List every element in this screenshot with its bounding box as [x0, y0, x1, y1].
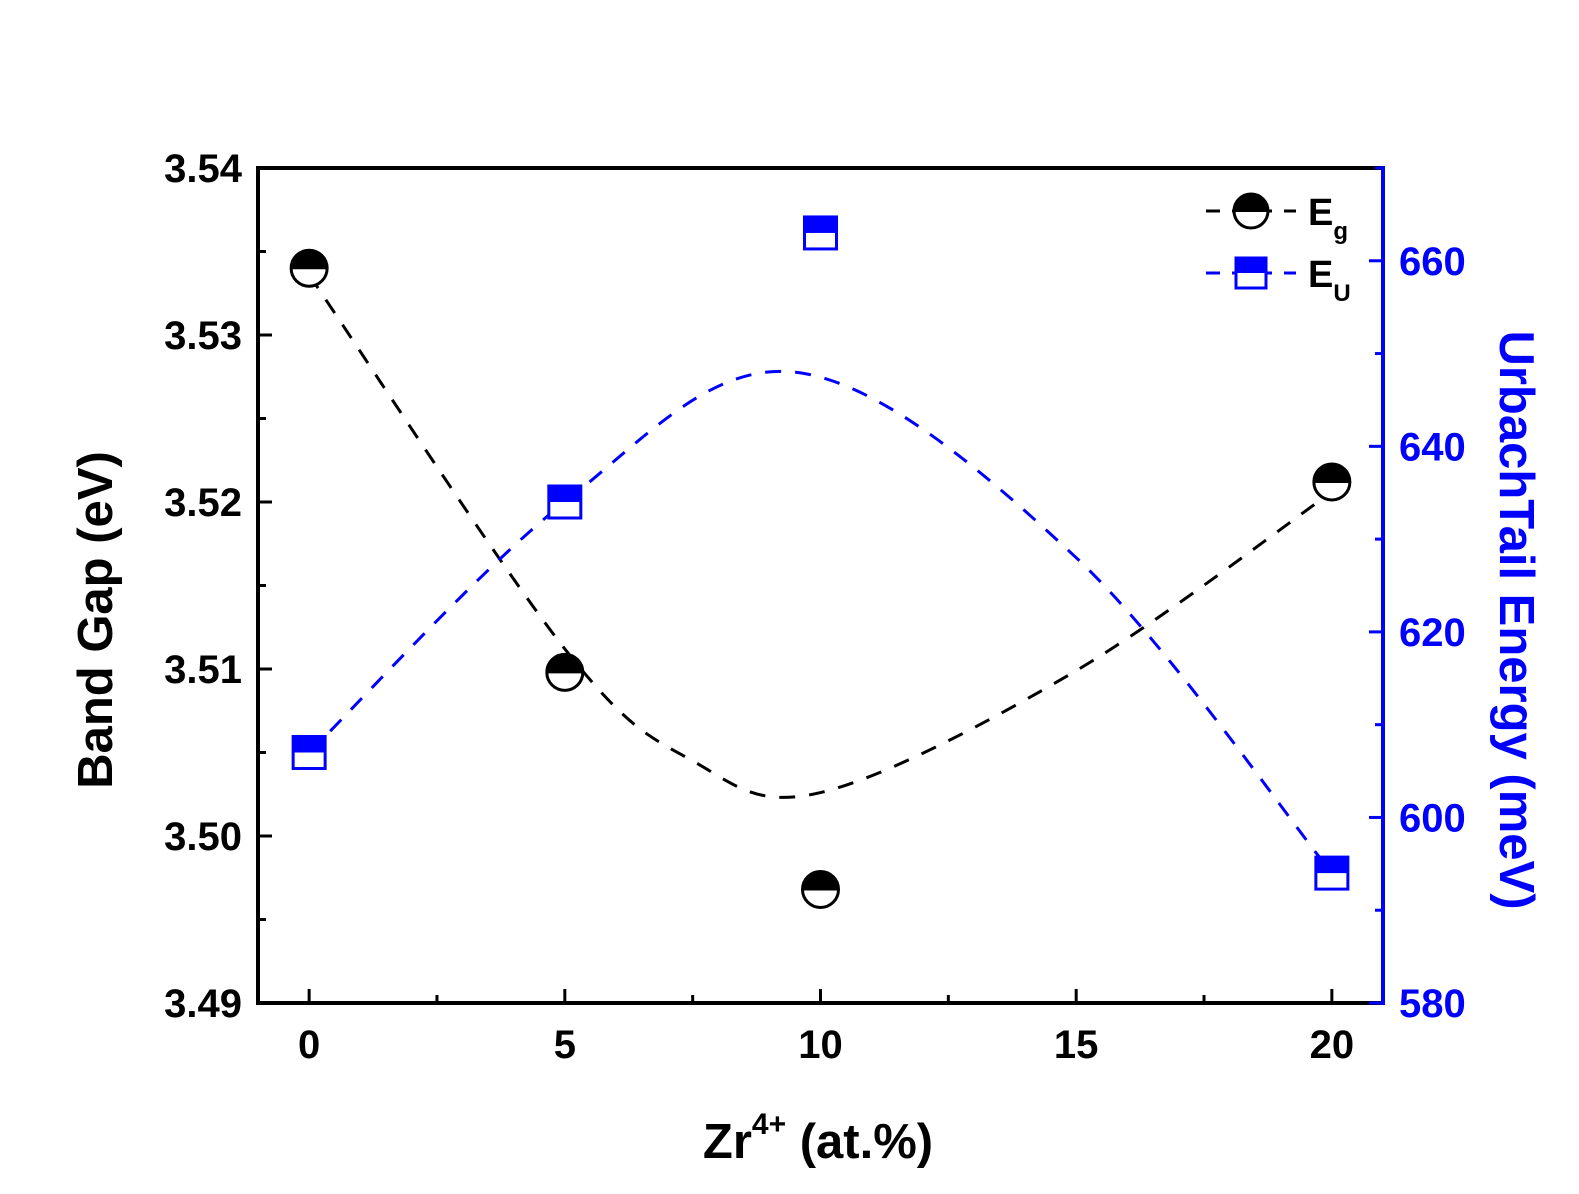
legend-label: Eg	[1308, 192, 1348, 245]
x-tick-label: 5	[554, 1023, 576, 1067]
y-right-tick-label: 660	[1399, 240, 1466, 284]
data-point-eu	[803, 215, 838, 251]
data-point-eu	[1314, 855, 1350, 891]
y-axis-title-right: UrbachTail Energy (meV)	[1489, 330, 1543, 909]
trend-lines	[307, 274, 1334, 875]
y-right-tick-label: 580	[1399, 982, 1466, 1026]
axes: 0 5 10 15 20 3.49 3.50 3.51 3.52 3.53 3.54 580 600 62…	[164, 147, 1466, 1067]
legend-item-g: Eg	[1206, 192, 1348, 245]
trend-line-U	[308, 369, 1334, 875]
data-point-eg	[801, 869, 840, 909]
data-point-eg	[289, 248, 329, 288]
x-axis-title-rest: (at.%)	[786, 1115, 933, 1169]
legend-item-U: EU	[1206, 254, 1351, 307]
y-left-tick-label: 3.54	[164, 147, 243, 191]
y-right-tick-label: 640	[1399, 425, 1466, 469]
x-tick-label: 15	[1054, 1023, 1099, 1067]
y-left-tick-label: 3.49	[164, 982, 242, 1026]
legend-marker-eg	[1232, 192, 1270, 230]
legend-label: EU	[1308, 254, 1351, 307]
y-left-tick-label: 3.53	[164, 314, 242, 358]
y-right-tick-label: 620	[1399, 611, 1466, 655]
legend: Eg EU	[1206, 192, 1351, 307]
trend-line-g	[307, 274, 1333, 799]
y-left-tick-label: 3.52	[164, 481, 242, 525]
legend-marker-eu	[1234, 256, 1268, 290]
x-tick-label: 10	[798, 1023, 843, 1067]
data-point-eu	[547, 484, 583, 520]
data-point-eg	[545, 652, 585, 692]
y-left-tick-label: 3.50	[164, 815, 242, 859]
data-point-eu	[291, 735, 327, 770]
y-right-tick-label: 600	[1399, 796, 1466, 840]
x-tick-label: 0	[298, 1023, 320, 1067]
y-axis-title-left: Band Gap (eV)	[69, 451, 123, 789]
x-axis-title: Zr4+ (at.%)	[703, 1108, 933, 1169]
data-markers	[289, 215, 1352, 909]
y-left-tick-label: 3.51	[164, 648, 242, 692]
x-tick-label: 20	[1310, 1023, 1355, 1067]
x-axis-title-base: Zr	[703, 1115, 752, 1169]
x-axis-title-sup: 4+	[752, 1108, 786, 1141]
data-point-eg	[1312, 462, 1352, 502]
